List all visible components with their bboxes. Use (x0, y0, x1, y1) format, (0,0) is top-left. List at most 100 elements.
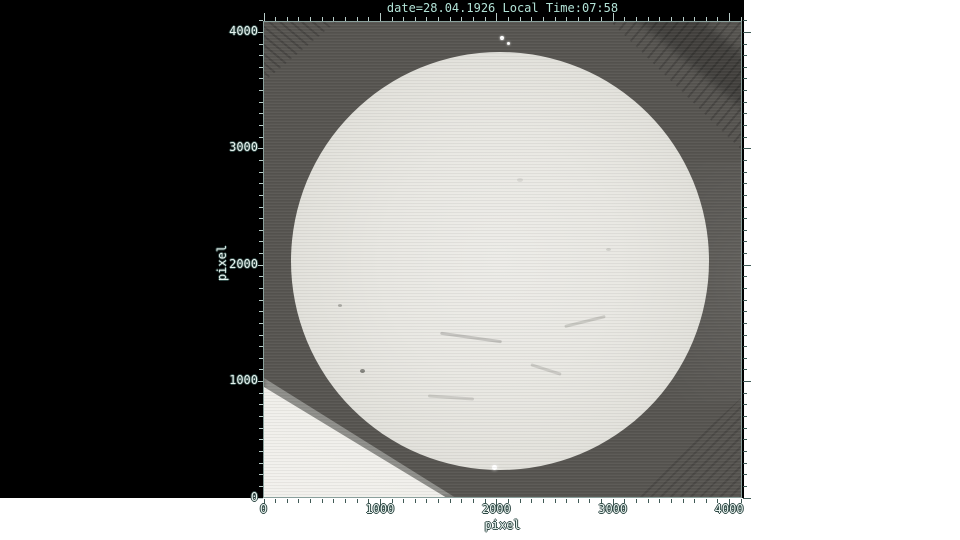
tick-mark (449, 16, 451, 21)
tick-mark (461, 498, 463, 503)
tick-mark (531, 498, 533, 503)
tick-mark (577, 498, 579, 503)
tick-mark (496, 498, 498, 507)
tick-mark (742, 253, 747, 255)
plot-area (263, 21, 742, 498)
tick-mark (742, 427, 747, 429)
tick-mark (414, 498, 416, 503)
tick-mark (258, 20, 263, 22)
y-tick-label: 4000 (229, 23, 258, 38)
tick-mark (258, 392, 263, 394)
tick-mark (742, 450, 747, 452)
tick-mark (275, 16, 277, 21)
tick-mark (635, 16, 637, 21)
tick-mark (258, 113, 263, 115)
tick-mark (742, 357, 747, 359)
tick-mark (742, 229, 747, 231)
tick-mark (742, 206, 747, 208)
tick-mark (275, 498, 277, 503)
tick-mark (742, 322, 747, 324)
tick-mark (258, 322, 263, 324)
tick-mark (542, 498, 544, 503)
tick-mark (742, 194, 747, 196)
tick-mark (742, 404, 747, 406)
tick-mark (729, 12, 731, 21)
tick-mark (742, 416, 747, 418)
tick-mark (577, 16, 579, 21)
tick-mark (742, 136, 747, 138)
tick-mark (258, 462, 263, 464)
tick-mark (742, 369, 747, 371)
tick-mark (473, 498, 475, 503)
tick-mark (258, 439, 263, 441)
tick-mark (258, 287, 263, 289)
tick-mark (286, 16, 288, 21)
tick-mark (484, 498, 486, 503)
tick-mark (589, 16, 591, 21)
x-tick-label: 2000 (481, 502, 511, 516)
tick-mark (438, 16, 440, 21)
tick-mark (258, 218, 263, 220)
tick-mark (344, 498, 346, 503)
tick-mark (356, 16, 358, 21)
tick-mark (670, 16, 672, 21)
tick-mark (647, 16, 649, 21)
y-tick-label: 0 (250, 489, 258, 504)
tick-mark (321, 498, 323, 503)
disk-speck (517, 178, 523, 182)
tick-mark (682, 16, 684, 21)
tick-mark (258, 78, 263, 80)
plot-title: date=28.04.1926 Local Time:07:58 (386, 1, 619, 15)
tick-mark (717, 16, 719, 21)
tick-mark (601, 498, 603, 503)
tick-mark (258, 66, 263, 68)
tick-mark (742, 311, 747, 313)
tick-mark (379, 12, 381, 21)
tick-mark (426, 498, 428, 503)
tick-mark (258, 101, 263, 103)
tick-mark (258, 299, 263, 301)
x-tick-label: 1000 (365, 502, 395, 516)
tick-mark (414, 16, 416, 21)
tick-mark (298, 498, 300, 503)
tick-mark (333, 16, 335, 21)
tick-mark (254, 497, 263, 499)
tick-mark (391, 16, 393, 21)
tick-mark (566, 16, 568, 21)
tick-mark (484, 16, 486, 21)
tick-mark (258, 183, 263, 185)
tick-mark (258, 427, 263, 429)
tick-mark (742, 381, 751, 383)
tick-mark (403, 498, 405, 503)
tick-mark (742, 78, 747, 80)
tick-mark (742, 241, 747, 243)
tick-mark (258, 357, 263, 359)
tick-mark (403, 16, 405, 21)
tick-mark (589, 498, 591, 503)
tick-mark (258, 125, 263, 127)
x-tick-label: 0 (259, 502, 268, 516)
tick-mark (554, 498, 556, 503)
tick-mark (694, 498, 696, 503)
tick-mark (426, 16, 428, 21)
tick-mark (742, 462, 747, 464)
tick-mark (742, 20, 747, 22)
tick-mark (742, 334, 747, 336)
tick-mark (742, 183, 747, 185)
tick-mark (333, 498, 335, 503)
tick-mark (258, 450, 263, 452)
tick-mark (682, 498, 684, 503)
tick-mark (258, 253, 263, 255)
tick-mark (461, 16, 463, 21)
tick-mark (742, 218, 747, 220)
tick-mark (310, 16, 312, 21)
disk-speck (338, 304, 342, 307)
tick-mark (742, 439, 747, 441)
tick-mark (258, 159, 263, 161)
tick-mark (742, 474, 747, 476)
y-tick-label: 3000 (229, 140, 258, 155)
tick-mark (705, 16, 707, 21)
tick-mark (624, 498, 626, 503)
tick-mark (742, 31, 751, 33)
tick-mark (694, 16, 696, 21)
